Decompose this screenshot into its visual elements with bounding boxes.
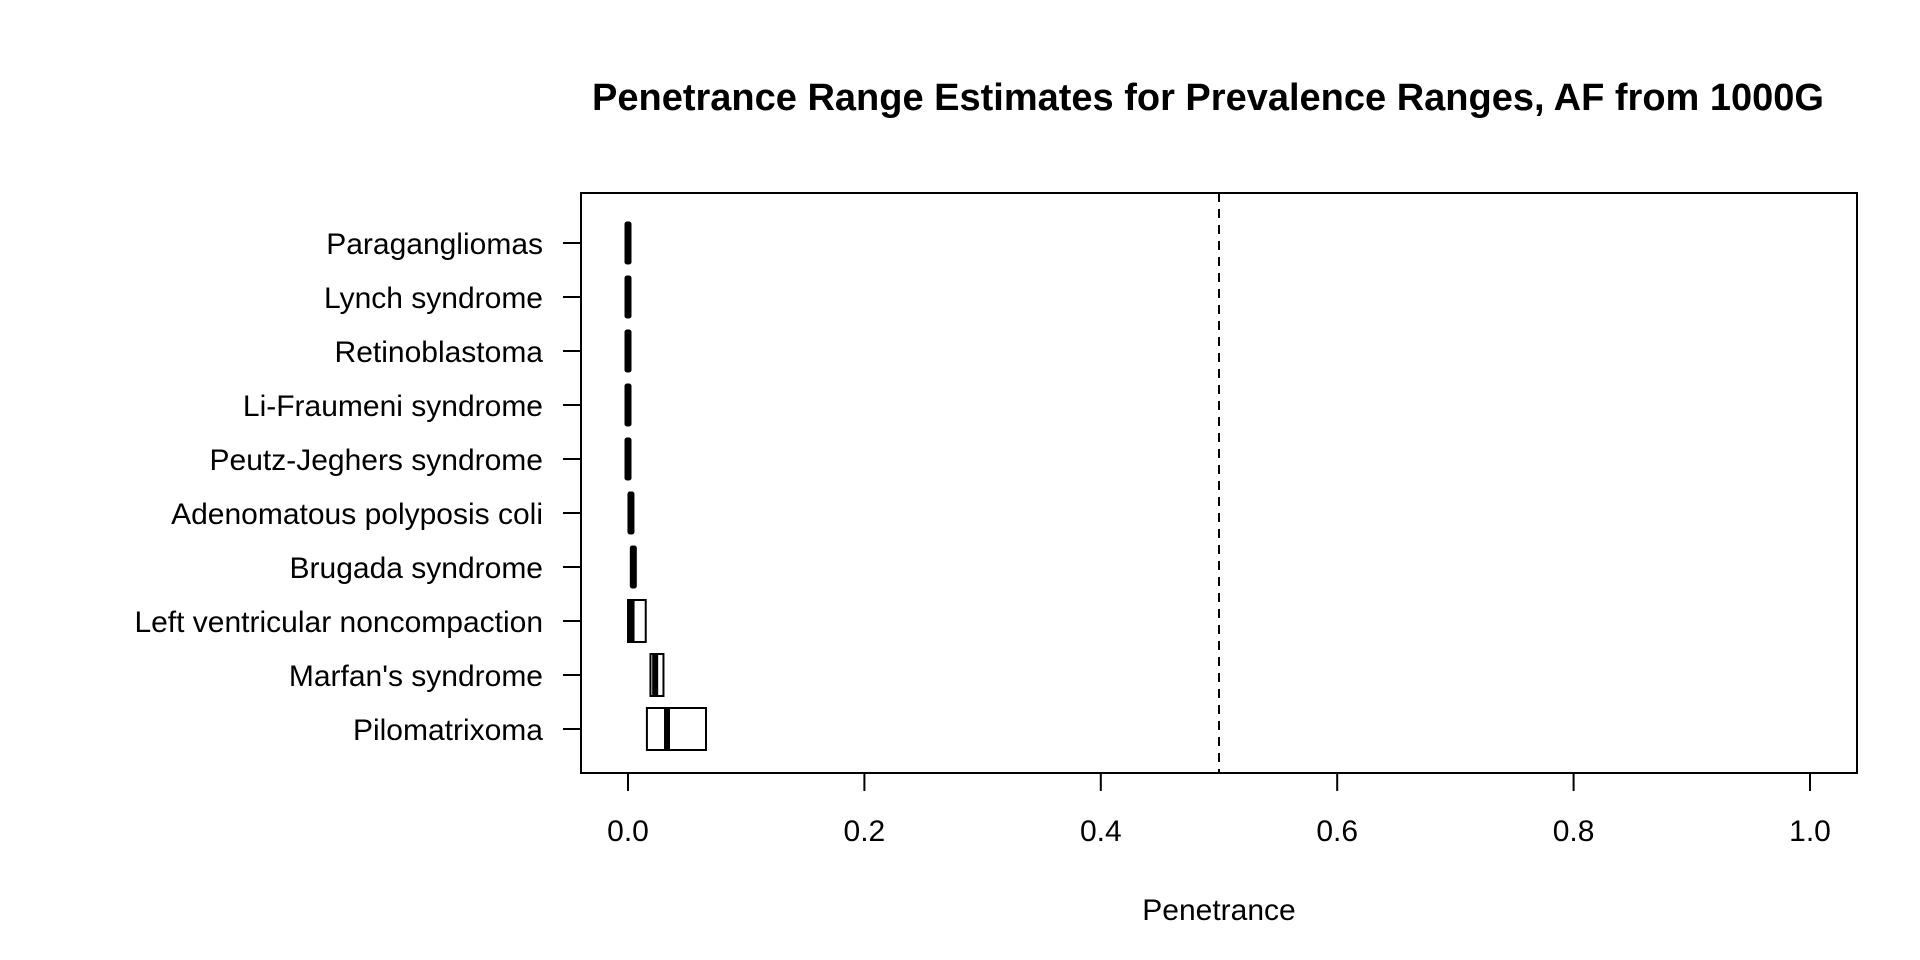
x-axis: 0.0 0.2 0.4 0.6 0.8 1.0 bbox=[607, 773, 1831, 848]
category-label: Brugada syndrome bbox=[290, 552, 543, 585]
category-label: Li-Fraumeni syndrome bbox=[243, 390, 543, 423]
x-tick-label: 1.0 bbox=[1789, 815, 1831, 848]
category-label: Paragangliomas bbox=[326, 228, 543, 261]
category-label: Left ventricular noncompaction bbox=[134, 606, 543, 639]
category-label: Pilomatrixoma bbox=[353, 714, 543, 747]
x-tick-label: 0.2 bbox=[844, 815, 886, 848]
box-range bbox=[629, 545, 637, 589]
x-tick-label: 0.8 bbox=[1553, 815, 1595, 848]
category-label: Peutz-Jeghers syndrome bbox=[210, 444, 544, 477]
category-label: Marfan's syndrome bbox=[289, 660, 543, 693]
box-range bbox=[627, 491, 635, 535]
box-range bbox=[624, 221, 632, 265]
category-label: Retinoblastoma bbox=[335, 336, 544, 369]
y-axis: Paragangliomas Lynch syndrome Retinoblasto… bbox=[134, 228, 581, 747]
box-range bbox=[624, 275, 632, 319]
box-range bbox=[624, 383, 632, 427]
chart-title: Penetrance Range Estimates for Prevalenc… bbox=[592, 77, 1824, 119]
box-range bbox=[624, 329, 632, 373]
box-range bbox=[624, 437, 632, 481]
category-label: Lynch syndrome bbox=[324, 282, 543, 315]
x-axis-label: Penetrance bbox=[1142, 894, 1295, 927]
category-label: Adenomatous polyposis coli bbox=[171, 498, 543, 531]
box-range bbox=[645, 707, 708, 751]
boxes bbox=[624, 221, 708, 751]
x-tick-label: 0.6 bbox=[1316, 815, 1358, 848]
x-tick-label: 0.4 bbox=[1080, 815, 1122, 848]
x-tick-label: 0.0 bbox=[607, 815, 649, 848]
